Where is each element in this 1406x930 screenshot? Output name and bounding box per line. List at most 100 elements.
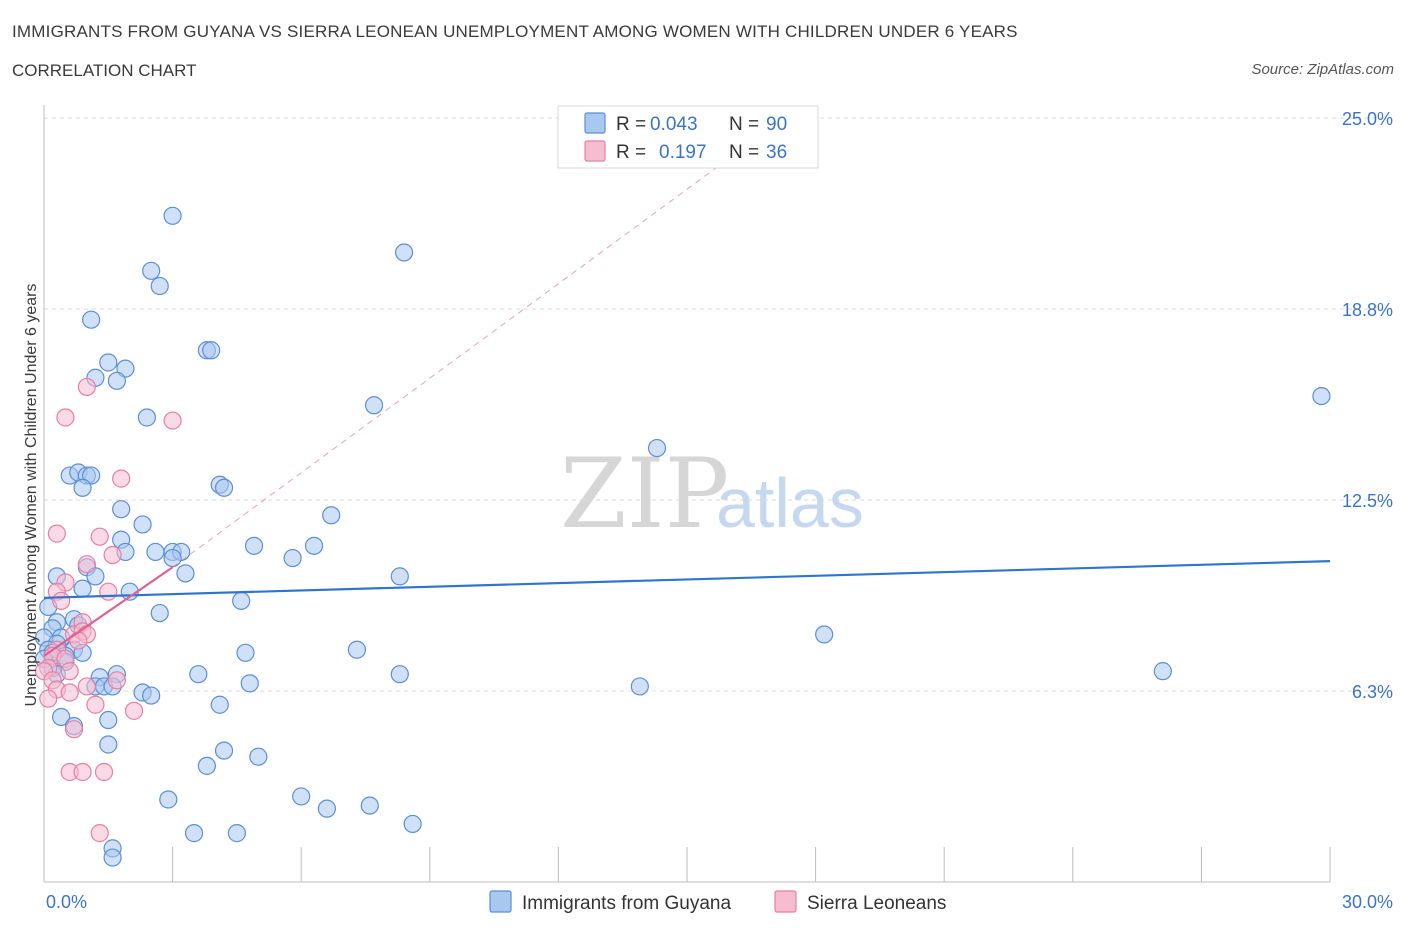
stats-r-label-pink: R = xyxy=(616,142,646,163)
data-point xyxy=(283,548,302,568)
data-point xyxy=(107,371,126,390)
data-point xyxy=(69,631,88,650)
legend-swatch-guyana xyxy=(489,890,512,913)
data-point xyxy=(292,787,311,806)
data-point xyxy=(630,677,649,696)
legend-label-sierra-leoneans: Sierra Leoneans xyxy=(807,893,946,914)
data-point xyxy=(214,478,234,497)
data-point xyxy=(150,603,169,623)
data-point xyxy=(73,762,92,782)
y-tick-label: 6.3% xyxy=(1352,682,1393,702)
data-point xyxy=(77,555,96,574)
data-point xyxy=(107,671,126,690)
data-point xyxy=(73,579,92,598)
trend-lines xyxy=(43,157,1331,657)
data-point xyxy=(304,536,324,555)
data-point xyxy=(1312,386,1331,406)
y-axis-label: Unemployment Among Women with Children U… xyxy=(23,283,40,706)
data-point xyxy=(176,564,195,583)
data-point xyxy=(189,665,208,684)
data-point xyxy=(77,377,96,397)
data-point xyxy=(214,741,234,760)
data-point xyxy=(390,567,409,586)
stats-legend: R = 0.043 N = 90 R = 0.197 N = 36 xyxy=(557,105,819,169)
data-points xyxy=(34,206,1331,867)
data-point xyxy=(317,799,337,818)
data-point xyxy=(73,478,92,497)
x-tick-label: 30.0% xyxy=(1342,892,1393,912)
tick-labels: 6.3% 12.5% 18.8% 25.0% 0.0% 30.0% xyxy=(46,109,1393,912)
data-point xyxy=(47,524,66,543)
data-point xyxy=(360,796,379,815)
data-point xyxy=(244,536,264,555)
legend-label-guyana: Immigrants from Guyana xyxy=(522,893,731,914)
data-point xyxy=(77,677,96,696)
y-tick-label: 18.8% xyxy=(1342,300,1393,320)
data-point xyxy=(163,411,182,430)
stats-n-label-pink: N = xyxy=(729,142,759,163)
data-point xyxy=(197,756,216,775)
x-tick-label: 0.0% xyxy=(46,892,87,912)
data-point xyxy=(142,261,161,280)
data-point xyxy=(64,720,84,739)
data-point xyxy=(150,276,169,296)
watermark-atlas: atlas xyxy=(716,464,864,542)
data-point xyxy=(390,665,409,684)
data-point xyxy=(1153,662,1172,681)
data-point xyxy=(146,542,165,562)
stats-n-value-blue: 90 xyxy=(766,114,787,135)
data-point xyxy=(56,408,75,427)
source-credit: Source: ZipAtlas.com xyxy=(1251,61,1394,78)
data-point xyxy=(82,310,101,329)
data-point xyxy=(99,353,118,372)
data-point xyxy=(133,515,152,534)
data-point xyxy=(403,814,422,834)
data-point xyxy=(99,710,118,730)
axes xyxy=(43,105,1331,883)
data-point xyxy=(52,591,71,610)
data-point xyxy=(99,582,118,601)
data-point xyxy=(815,625,834,644)
data-point xyxy=(163,548,182,568)
data-point xyxy=(249,747,268,766)
data-point xyxy=(90,824,109,843)
chart-subtitle: CORRELATION CHART xyxy=(12,61,197,80)
y-tick-label: 25.0% xyxy=(1342,109,1393,129)
y-tick-label: 12.5% xyxy=(1342,491,1393,511)
trend-line-pink xyxy=(43,566,174,657)
legend-swatch-sierra-leoneans xyxy=(774,890,797,913)
data-point xyxy=(112,500,131,519)
data-point xyxy=(99,735,118,754)
data-point xyxy=(202,341,221,360)
stats-r-value-pink: 0.197 xyxy=(659,142,707,163)
series-legend: Immigrants from Guyana Sierra Leoneans xyxy=(489,890,946,914)
stats-r-label-blue: R = xyxy=(616,114,646,135)
stats-n-value-pink: 36 xyxy=(766,142,787,163)
stats-swatch-blue xyxy=(584,112,606,134)
trend-line-blue xyxy=(43,560,1331,599)
data-point xyxy=(86,695,105,714)
data-point xyxy=(394,243,414,262)
data-point xyxy=(364,396,384,415)
data-point xyxy=(60,662,79,681)
data-point xyxy=(240,674,259,693)
data-point xyxy=(103,848,122,867)
data-point xyxy=(142,686,161,705)
data-point xyxy=(210,695,229,714)
stats-swatch-pink xyxy=(584,140,606,162)
data-point xyxy=(647,438,667,458)
data-point xyxy=(112,469,131,488)
data-point xyxy=(60,683,79,702)
stats-n-label-blue: N = xyxy=(729,114,759,135)
data-point xyxy=(322,506,341,525)
data-point xyxy=(163,206,182,225)
trend-extension-pink xyxy=(172,157,731,568)
data-point xyxy=(52,707,71,727)
data-point xyxy=(236,643,255,662)
chart-title: IMMIGRANTS FROM GUYANA VS SIERRA LEONEAN… xyxy=(12,22,1018,41)
data-point xyxy=(232,591,251,610)
data-point xyxy=(90,527,109,546)
series-guyana xyxy=(34,206,1331,867)
data-point xyxy=(347,640,367,659)
